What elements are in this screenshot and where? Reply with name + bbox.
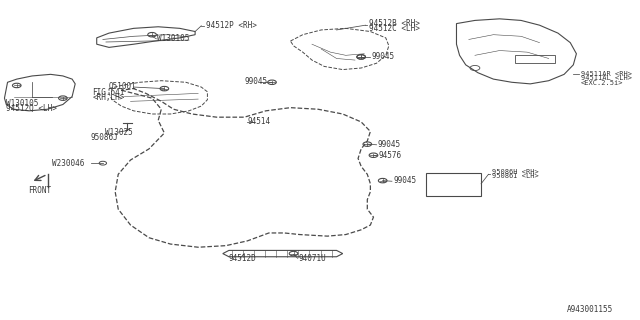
- Text: 94512Q <LH>: 94512Q <LH>: [6, 104, 57, 113]
- Text: 99045: 99045: [378, 140, 401, 149]
- Text: A943001155: A943001155: [567, 305, 613, 314]
- Text: 94512D: 94512D: [229, 254, 257, 263]
- Text: 99045: 99045: [244, 77, 268, 86]
- Text: <RH,LH>: <RH,LH>: [92, 93, 125, 102]
- Text: 95086J: 95086J: [91, 133, 118, 142]
- Text: FRONT: FRONT: [28, 186, 51, 195]
- Text: 94512C <LH>: 94512C <LH>: [369, 24, 419, 33]
- Text: 99045: 99045: [393, 176, 416, 185]
- Text: W130105: W130105: [6, 99, 38, 108]
- Text: 94576: 94576: [379, 151, 402, 160]
- Text: Q51001: Q51001: [109, 82, 137, 91]
- Text: 94512B <RH>: 94512B <RH>: [369, 20, 419, 28]
- Text: W230046: W230046: [52, 159, 84, 168]
- Text: 94511AR <RH>: 94511AR <RH>: [580, 71, 632, 77]
- Text: W13025: W13025: [105, 128, 132, 137]
- Text: FIG.641: FIG.641: [92, 88, 125, 97]
- Bar: [515, 55, 555, 63]
- Text: 95086H <RH>: 95086H <RH>: [492, 169, 538, 175]
- Text: 94511AL <LH>: 94511AL <LH>: [580, 76, 632, 82]
- Text: 99045: 99045: [372, 52, 395, 61]
- Text: 95086I <LH>: 95086I <LH>: [492, 173, 538, 180]
- Text: W130105: W130105: [157, 34, 189, 43]
- Text: 94071U: 94071U: [298, 254, 326, 263]
- Text: 94514: 94514: [248, 117, 271, 126]
- Text: 94512P <RH>: 94512P <RH>: [205, 21, 257, 30]
- Text: <EXC.2.5i>: <EXC.2.5i>: [580, 80, 623, 86]
